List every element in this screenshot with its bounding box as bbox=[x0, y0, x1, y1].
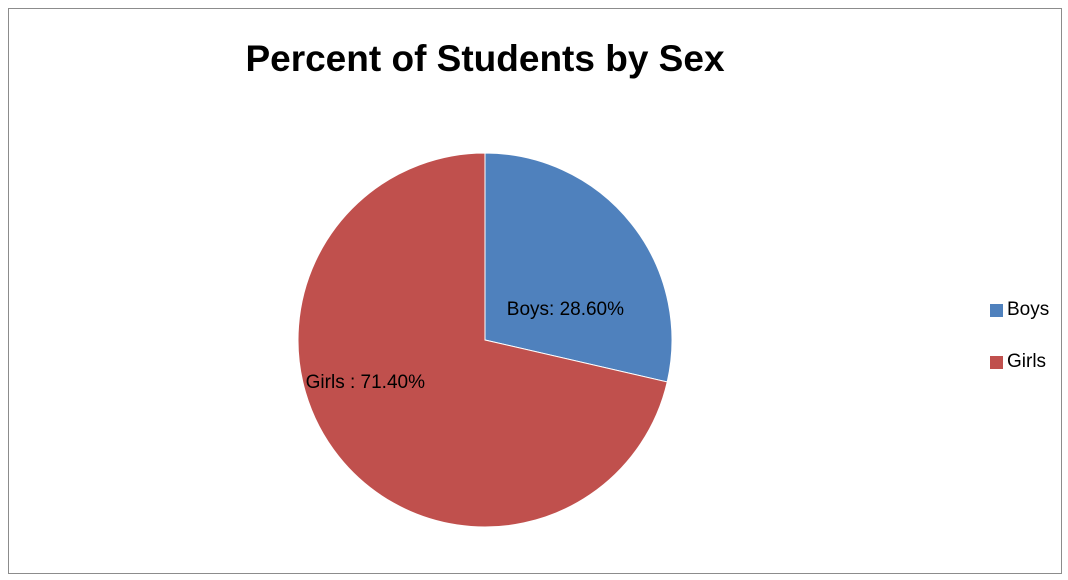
pie-data-labels: Boys: 28.60% Girls : 71.40% bbox=[306, 299, 624, 393]
legend-label-boys: Boys bbox=[1007, 299, 1050, 320]
pie-slices bbox=[297, 152, 673, 528]
legend-label-girls: Girls bbox=[1007, 351, 1047, 372]
chart-title: Percent of Students by Sex bbox=[245, 38, 725, 79]
pie-slice-girls bbox=[297, 152, 668, 528]
legend-item-girls: Girls bbox=[990, 350, 1049, 374]
legend: Boys Girls bbox=[990, 298, 1049, 402]
data-label-boys: Boys: 28.60% bbox=[507, 299, 624, 320]
pie-slice-boys bbox=[484, 152, 673, 383]
legend-item-boys: Boys bbox=[990, 298, 1049, 322]
legend-swatch-girls bbox=[990, 355, 1003, 369]
data-label-girls: Girls : 71.40% bbox=[306, 372, 425, 393]
legend-swatch-boys bbox=[990, 303, 1003, 317]
